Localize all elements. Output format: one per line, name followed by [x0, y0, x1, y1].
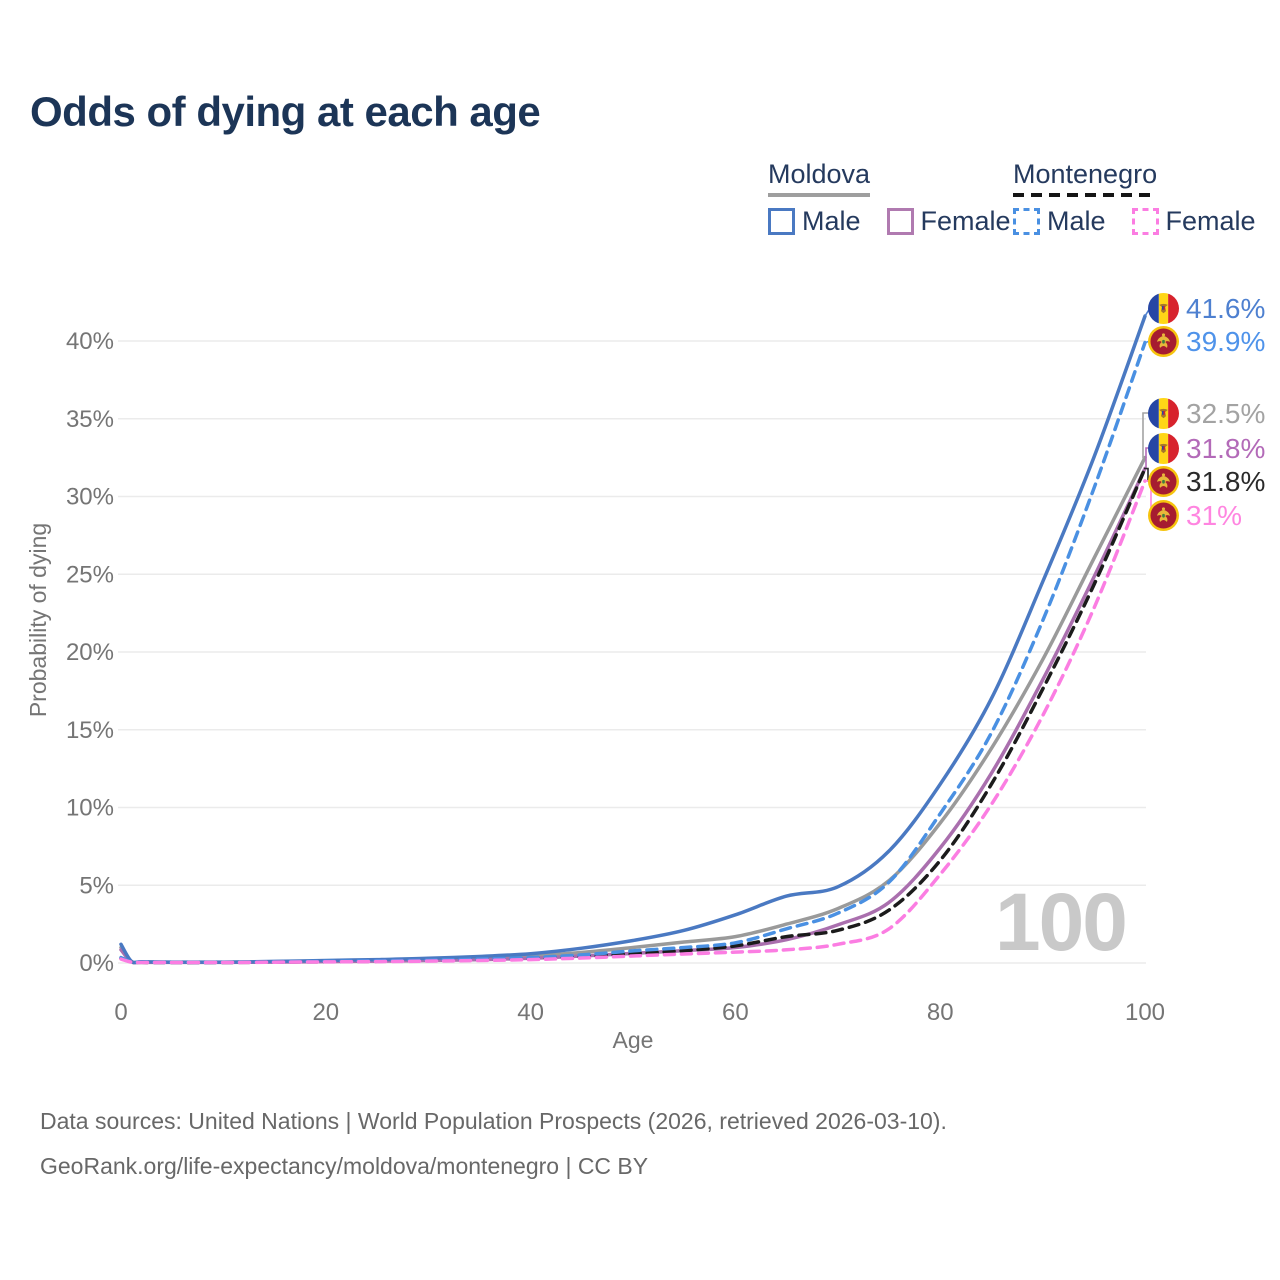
- legend-label-moldova-male[interactable]: Male: [802, 205, 861, 236]
- moldova-flag-icon: [1148, 292, 1179, 324]
- y-tick-label: 30%: [66, 484, 114, 511]
- footer: Data sources: United Nations | World Pop…: [40, 1106, 1240, 1196]
- end-label-montenegro-female: 31%: [1148, 499, 1242, 531]
- end-label-moldova-female: 31.8%: [1148, 432, 1265, 464]
- end-label-montenegro-both-sexes: 31.8%: [1148, 465, 1265, 497]
- series-line-moldova-male: [119, 314, 1147, 965]
- moldova-flag-icon: [1148, 432, 1179, 464]
- legend-swatch-montenegro-female[interactable]: [1131, 207, 1159, 235]
- x-tick-label: 100: [1125, 999, 1165, 1026]
- legend-country-moldova: Moldova: [768, 159, 871, 189]
- y-axis-title: Probability of dying: [25, 523, 51, 717]
- footer-data-sources: Data sources: United Nations | World Pop…: [40, 1108, 947, 1134]
- legend-swatch-moldova-female[interactable]: [886, 207, 914, 235]
- end-label-value: 31.8%: [1186, 465, 1266, 497]
- moldova-flag-icon: [1148, 397, 1179, 429]
- series-line-montenegro-both-sexes: [119, 466, 1147, 965]
- footer-attribution: GeoRank.org/life-expectancy/moldova/mont…: [40, 1153, 649, 1180]
- y-tick-label: 15%: [66, 717, 114, 744]
- y-tick-label: 5%: [79, 872, 114, 899]
- age-watermark: 100: [995, 877, 1128, 968]
- legend-label-moldova-female[interactable]: Female: [920, 205, 1011, 236]
- end-label-value: 31%: [1186, 499, 1243, 531]
- y-tick-label: 35%: [66, 406, 114, 433]
- leader-line: [1142, 412, 1150, 459]
- end-label-value: 31.8%: [1186, 432, 1266, 464]
- legend-group-montenegro: Montenegro Male Female: [1013, 159, 1280, 237]
- legend-label-montenegro-male[interactable]: Male: [1047, 205, 1106, 236]
- series-line-moldova-female: [119, 466, 1147, 965]
- x-tick-label: 20: [312, 999, 339, 1026]
- chart-title: Odds of dying at each age: [30, 88, 541, 135]
- end-label-value: 32.5%: [1186, 397, 1266, 429]
- legend-country-montenegro: Montenegro: [1013, 159, 1158, 189]
- x-tick-label: 60: [722, 999, 749, 1026]
- y-tick-label: 10%: [66, 795, 114, 822]
- x-tick-label: 80: [927, 999, 954, 1026]
- solid-line-sample: [768, 192, 871, 197]
- legend-group-moldova: Moldova Male Female: [768, 159, 1037, 237]
- x-tick-label: 0: [114, 999, 127, 1026]
- dashed-line-sample: [1013, 192, 1158, 197]
- legend-swatch-moldova-male[interactable]: [768, 207, 795, 235]
- end-label-moldova-both-sexes: 32.5%: [1148, 397, 1265, 429]
- series-line-montenegro-female: [119, 479, 1147, 965]
- y-tick-label: 0%: [79, 950, 114, 977]
- legend-label-montenegro-female[interactable]: Female: [1165, 205, 1256, 236]
- y-tick-label: 40%: [66, 328, 114, 355]
- end-label-value: 41.6%: [1186, 292, 1266, 324]
- montenegro-flag-icon: [1148, 499, 1179, 531]
- end-label-moldova-male: 41.6%: [1148, 292, 1265, 324]
- legend-swatch-montenegro-male[interactable]: [1013, 207, 1040, 235]
- montenegro-flag-icon: [1148, 465, 1179, 497]
- x-tick-label: 40: [517, 999, 544, 1026]
- end-label-value: 39.9%: [1186, 325, 1266, 357]
- series-line-moldova-both-sexes: [119, 455, 1147, 965]
- y-tick-label: 25%: [66, 561, 114, 588]
- montenegro-flag-icon: [1148, 325, 1179, 357]
- x-axis-title: Age: [613, 1027, 654, 1053]
- plot-area[interactable]: 0% 5% 10% 15% 20% 25% 30% 35% 40% 0 20 40 60 80 100 Age…: [0, 0, 1280, 1080]
- end-label-montenegro-male: 39.9%: [1148, 325, 1265, 357]
- legend: Moldova Male Female Montenegro Male Female: [0, 159, 1280, 250]
- y-tick-label: 20%: [66, 639, 114, 666]
